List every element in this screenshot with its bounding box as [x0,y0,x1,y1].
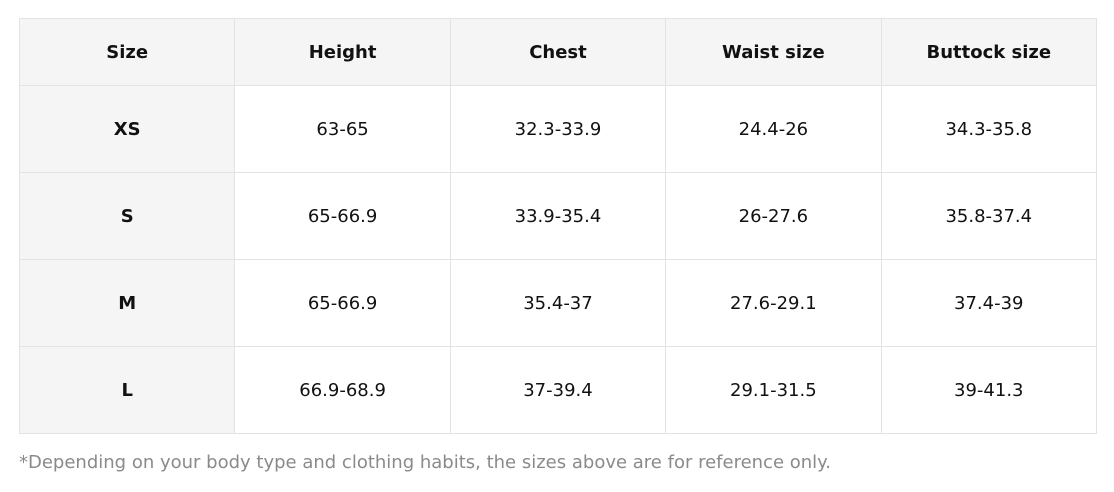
table-cell: 63-65 [234,85,451,173]
table-cell: 37.4-39 [880,259,1098,347]
table-cell: 24.4-26 [665,85,882,173]
table-cell: 35.4-37 [449,259,667,347]
table-cell: 26-27.6 [665,172,882,260]
header-cell: Waist size [665,18,882,86]
table-cell: 65-66.9 [234,259,451,347]
header-cell: Size [18,18,236,86]
table-cell: 29.1-31.5 [665,346,882,434]
table-cell: 35.8-37.4 [880,172,1098,260]
header-row: Size Height Chest Waist size Buttock size [18,18,1098,86]
table-cell: 37-39.4 [449,346,667,434]
table-cell: 33.9-35.4 [449,172,667,260]
footnote: *Depending on your body type and clothin… [19,452,831,473]
table-cell: 27.6-29.1 [665,259,882,347]
header-cell: Height [234,18,451,86]
size-cell: M [18,259,236,347]
header-cell: Buttock size [880,18,1098,86]
size-cell: L [18,346,236,434]
table-row: S 65-66.9 33.9-35.4 26-27.6 35.8-37.4 [18,172,1098,260]
size-cell: S [18,172,236,260]
table-cell: 39-41.3 [880,346,1098,434]
size-table: Size Height Chest Waist size Buttock size XS… [18,18,1098,434]
size-cell: XS [18,85,236,173]
table-row: L 66.9-68.9 37-39.4 29.1-31.5 39-41.3 [18,346,1098,434]
table-cell: 34.3-35.8 [880,85,1098,173]
header-cell: Chest [449,18,667,86]
table-cell: 65-66.9 [234,172,451,260]
table-cell: 66.9-68.9 [234,346,451,434]
table-row: XS 63-65 32.3-33.9 24.4-26 34.3-35.8 [18,85,1098,173]
table-cell: 32.3-33.9 [449,85,667,173]
table-row: M 65-66.9 35.4-37 27.6-29.1 37.4-39 [18,259,1098,347]
